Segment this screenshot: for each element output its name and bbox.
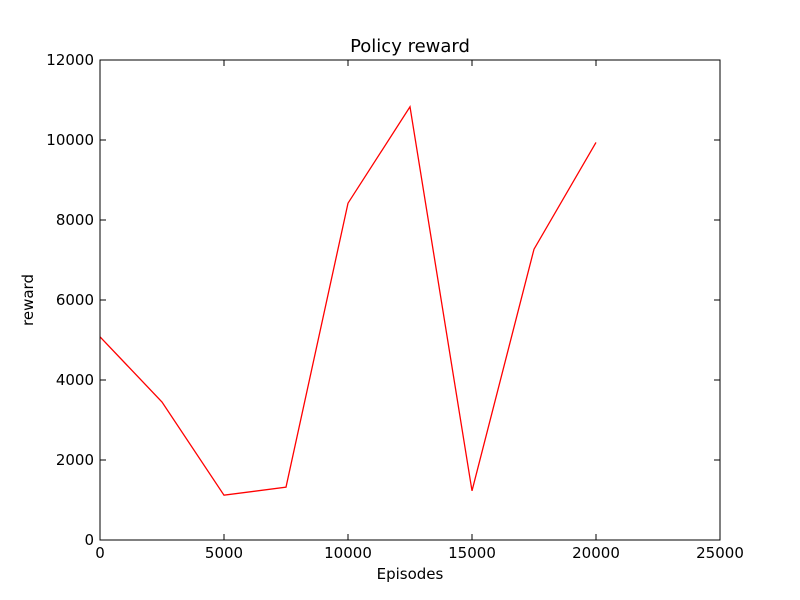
x-tick-label: 5000: [205, 544, 243, 562]
x-axis-label: Episodes: [377, 565, 444, 583]
x-tick-label: 15000: [448, 544, 496, 562]
y-tick-label: 6000: [56, 291, 94, 309]
y-axis-label: reward: [19, 274, 37, 326]
y-tick-label: 0: [84, 531, 94, 549]
x-tick-label: 10000: [324, 544, 372, 562]
x-tick-label: 20000: [572, 544, 620, 562]
series-layer: [99, 105, 597, 496]
ticks-layer: 0 5000 10000 15000 20000 25000 0 2000 4000 6000 80…: [46, 51, 744, 562]
series-line: [99, 105, 597, 496]
y-tick-label: 12000: [46, 51, 94, 69]
y-tick-label: 8000: [56, 211, 94, 229]
y-tick-label: 10000: [46, 131, 94, 149]
y-tick-label: 4000: [56, 371, 94, 389]
y-tick-label: 2000: [56, 451, 94, 469]
x-tick-label: 25000: [696, 544, 744, 562]
x-tick-label: 0: [95, 544, 105, 562]
plot-frame: [99, 59, 721, 541]
chart-title: Policy reward: [350, 36, 470, 57]
